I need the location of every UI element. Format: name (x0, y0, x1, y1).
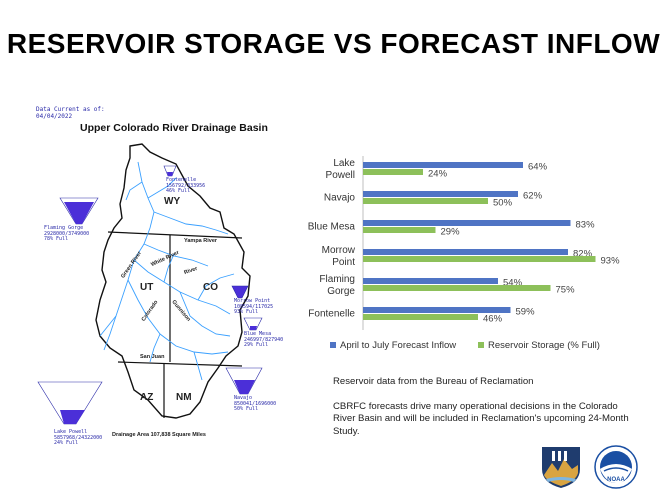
category-label: Blue Mesa (308, 222, 356, 233)
label-fontenelle-values: 156792/333956 (166, 182, 206, 189)
bar-value-label: 83% (576, 220, 596, 231)
bar-value-label: 24% (428, 169, 448, 180)
legend-label: April to July Forecast Inflow (340, 340, 456, 350)
label-flaming-gorge-pct: 78% Full (44, 236, 69, 242)
bar-value-label: 93% (601, 256, 621, 267)
label-fontenelle: Fontenelle 156792/333956 46% Full (166, 177, 206, 195)
category-label: Navajo (324, 193, 356, 204)
data-current-label: Data Current as of: 04/04/2022 (36, 106, 105, 120)
bar-value-label: 59% (516, 307, 536, 318)
label-lake-powell-name: Lake Powell (54, 429, 88, 435)
label-fontenelle-pct: 46% Full (166, 188, 191, 194)
state-ut: UT (140, 282, 154, 293)
label-blue-mesa-values: 246997/827940 (244, 336, 284, 343)
label-flaming-gorge-name: Flaming Gorge (44, 225, 84, 231)
cbrfc-logo (542, 447, 580, 488)
bar-forecast-inflow (363, 307, 511, 313)
label-navajo-values: 850041/1696000 (234, 400, 277, 407)
page-title: RESERVOIR STORAGE VS FORECAST INFLOW (6, 28, 661, 59)
state-line-az (117, 361, 243, 367)
category-label: Fontenelle (308, 309, 355, 320)
label-morrow-point-values: 108594/117025 (234, 303, 274, 310)
label-morrow-point-name: Morrow Point (234, 298, 271, 304)
drainage-area: Drainage Area 107,838 Square Miles (112, 432, 206, 438)
bar-reservoir-storage (363, 256, 596, 262)
river-network (99, 161, 235, 381)
data-current-date: 04/04/2022 (36, 113, 73, 120)
basin-outline (95, 143, 251, 419)
bar-forecast-inflow (363, 249, 568, 255)
notes-panel: Reservoir data from the Bureau of Reclam… (333, 376, 633, 450)
label-flaming-gorge: Flaming Gorge 2928000/3749000 78% Full (44, 225, 90, 243)
label-navajo-name: Navajo (234, 395, 253, 401)
label-fontenelle-name: Fontenelle (166, 177, 197, 183)
bar-value-label: 75% (556, 285, 576, 296)
category-label: Morrow Point (322, 245, 356, 268)
data-current-text: Data Current as of: (36, 106, 105, 113)
label-blue-mesa-name: Blue Mesa (244, 331, 272, 337)
funnel-morrow-point (231, 285, 249, 299)
label-blue-mesa-pct: 29% Full (244, 342, 269, 348)
noaa-logo: NOAA (594, 445, 638, 489)
label-morrow-point: Morrow Point 108594/117025 93% Full (234, 298, 274, 316)
bar-forecast-inflow (363, 162, 523, 168)
state-line-wy (107, 231, 243, 239)
bar-forecast-inflow (363, 191, 518, 197)
noaa-logo-text: NOAA (607, 477, 625, 483)
bar-reservoir-storage (363, 227, 436, 233)
label-lake-powell: Lake Powell 5857968/24322000 24% Full (54, 429, 103, 447)
legend-swatch (330, 342, 336, 348)
state-az: AZ (140, 392, 154, 403)
category-label: Flaming Gorge (319, 274, 355, 297)
river-san-juan: San Juan (140, 354, 165, 360)
label-blue-mesa: Blue Mesa 246997/827940 29% Full (244, 331, 284, 349)
bar-value-label: 46% (483, 314, 503, 325)
bar-value-label: 29% (441, 227, 461, 238)
funnel-lake-powell (37, 381, 103, 425)
bar-forecast-inflow (363, 220, 571, 226)
bar-value-label: 50% (493, 198, 513, 209)
label-navajo: Navajo 850041/1696000 50% Full (234, 395, 277, 413)
bar-reservoir-storage (363, 169, 423, 175)
map-title: Upper Colorado River Drainage Basin (80, 122, 268, 134)
label-morrow-point-pct: 93% Full (234, 309, 259, 315)
label-lake-powell-pct: 24% Full (54, 440, 79, 446)
legend-swatch (478, 342, 484, 348)
bar-value-label: 62% (523, 191, 543, 202)
category-label: Lake Powell (326, 158, 356, 181)
bar-value-label: 54% (503, 278, 523, 289)
funnel-blue-mesa (243, 317, 263, 331)
bar-reservoir-storage (363, 285, 551, 291)
state-wy: WY (164, 196, 181, 207)
label-navajo-pct: 50% Full (234, 406, 259, 412)
river-yampa: Yampa River (184, 238, 218, 244)
legend-label: Reservoir Storage (% Full) (488, 340, 600, 350)
bar-value-label: 64% (528, 162, 548, 173)
state-co: CO (203, 282, 218, 293)
state-nm: NM (176, 392, 192, 403)
funnel-navajo (225, 367, 263, 395)
bar-reservoir-storage (363, 314, 478, 320)
inflow-storage-chart: Lake Powell 64% 24% Navajo 62% 50% Blue Mesa 83%… (308, 156, 621, 350)
notes-description: CBRFC forecasts drive many operational d… (333, 400, 629, 437)
label-flaming-gorge-values: 2928000/3749000 (44, 230, 90, 237)
funnel-fontenelle (163, 165, 177, 177)
funnel-flaming-gorge (59, 197, 99, 225)
basin-map (37, 143, 263, 425)
bar-forecast-inflow (363, 278, 498, 284)
notes-source: Reservoir data from the Bureau of Reclam… (333, 376, 534, 387)
bar-value-label: 82% (573, 249, 593, 260)
basin-map-panel: Data Current as of: 04/04/2022 Upper Col… (30, 100, 295, 450)
label-lake-powell-values: 5857968/24322000 (54, 434, 103, 441)
bar-reservoir-storage (363, 198, 488, 204)
